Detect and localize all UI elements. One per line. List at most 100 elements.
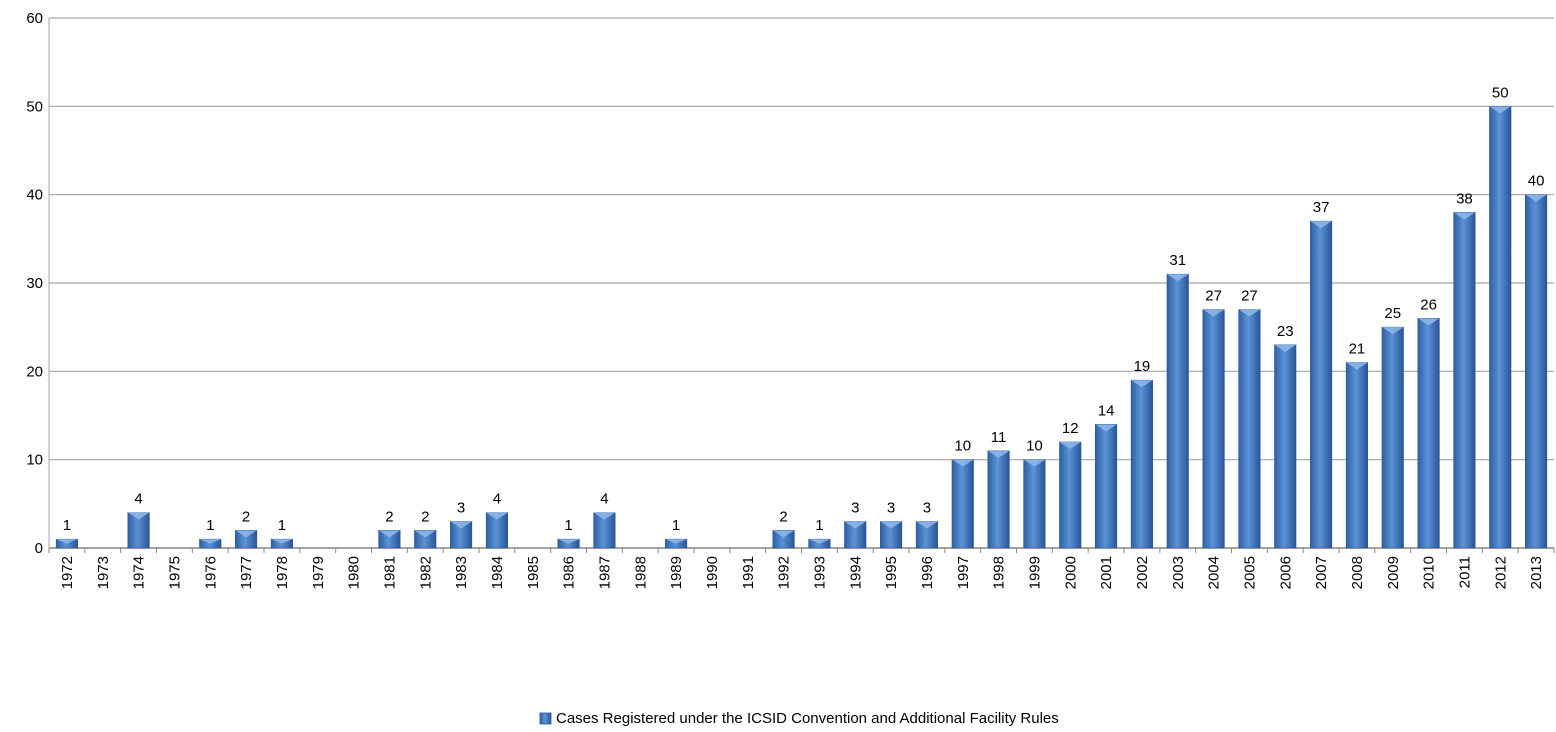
bar-bevel [486, 512, 508, 520]
data-label: 3 [923, 500, 931, 517]
bar-bevel [1310, 221, 1332, 229]
bar-body [1202, 309, 1225, 549]
bar [1417, 318, 1440, 549]
legend: Cases Registered under the ICSID Convent… [539, 710, 1059, 727]
bar-body [1345, 362, 1368, 549]
bar-bevel [414, 530, 436, 538]
bar [772, 530, 795, 549]
x-tick-label: 1982 [417, 556, 434, 589]
x-tick-label: 1996 [919, 556, 936, 589]
bar-bevel [1489, 106, 1511, 114]
bar-body [1166, 273, 1189, 549]
bar-bevel [1274, 344, 1296, 352]
bar-body [1381, 326, 1404, 549]
bar-bevel [1525, 194, 1547, 202]
x-tick-label: 2002 [1134, 556, 1151, 589]
x-tick-label: 1997 [955, 556, 972, 589]
bar [1202, 309, 1225, 549]
x-tick-label: 2009 [1385, 556, 1402, 589]
bar-bevel [1453, 212, 1476, 220]
data-label: 27 [1241, 288, 1258, 305]
bar-body [1095, 424, 1118, 549]
bar-bevel [1202, 309, 1225, 317]
y-tick-label: 60 [26, 10, 43, 27]
bar-body [987, 450, 1010, 549]
x-tick-label: 1994 [847, 556, 864, 589]
data-label: 1 [672, 517, 680, 534]
bar-bevel [1131, 380, 1153, 388]
x-tick-label: 1986 [561, 556, 578, 589]
x-tick-label: 2004 [1206, 556, 1223, 589]
bar-bevel [952, 459, 974, 467]
x-tick-label: 1979 [310, 556, 327, 589]
bar-body [1525, 194, 1548, 549]
bar [270, 538, 293, 549]
data-label: 25 [1384, 305, 1401, 322]
y-axis-ticks: 0 10 20 30 40 50 60 [26, 10, 43, 557]
bar-bevel [1417, 318, 1440, 326]
bar-bevel [199, 539, 221, 544]
x-tick-label: 2011 [1456, 556, 1473, 588]
data-label: 31 [1169, 252, 1186, 269]
bar [1166, 273, 1189, 549]
data-label: 1 [206, 517, 214, 534]
data-label: 3 [457, 500, 465, 517]
data-label: 23 [1277, 323, 1294, 340]
data-label: 19 [1134, 358, 1151, 375]
data-label: 11 [991, 429, 1007, 446]
data-label: 10 [1026, 438, 1043, 455]
bar [1310, 220, 1333, 549]
data-label: 12 [1062, 420, 1079, 437]
x-tick-label: 1980 [346, 556, 363, 589]
x-tick-label: 1991 [740, 556, 757, 589]
data-label: 1 [815, 517, 823, 534]
bar [1453, 212, 1476, 549]
bar-body [1453, 212, 1476, 549]
x-tick-label: 1998 [991, 556, 1008, 589]
bar [1095, 424, 1118, 549]
bar-body [1310, 220, 1333, 549]
bar [127, 512, 150, 549]
bar [665, 538, 688, 549]
bar [55, 538, 78, 549]
bar-body [1238, 309, 1261, 549]
data-label: 10 [954, 438, 971, 455]
bar-body [951, 459, 974, 549]
data-label: 40 [1528, 173, 1545, 190]
bar [1274, 344, 1297, 549]
bar-bevel [127, 512, 150, 520]
x-tick-label: 1974 [131, 556, 148, 589]
x-tick-label: 1985 [525, 556, 542, 589]
y-tick-label: 30 [26, 275, 43, 292]
x-tick-label: 1988 [632, 556, 649, 589]
bar [915, 521, 938, 549]
bar-bevel [1095, 424, 1117, 432]
bar [593, 512, 616, 549]
x-tick-label: 1972 [59, 556, 76, 589]
bar-bevel [235, 530, 257, 538]
bar-body [1274, 344, 1297, 549]
data-label: 1 [278, 517, 286, 534]
data-label: 4 [493, 491, 501, 508]
bar [1381, 326, 1404, 549]
bar [844, 521, 867, 549]
bar [1345, 362, 1368, 549]
x-tick-label: 2006 [1277, 556, 1294, 589]
bar [1489, 106, 1512, 549]
bar-bevel [844, 521, 866, 529]
data-label: 3 [887, 500, 895, 517]
data-label: 21 [1349, 341, 1366, 358]
x-tick-label: 1984 [489, 556, 506, 589]
bar-bevel [665, 539, 687, 544]
data-label: 2 [385, 508, 393, 525]
bar-bevel [557, 539, 580, 544]
y-tick-label: 50 [26, 98, 43, 115]
x-tick-label: 1983 [453, 556, 470, 589]
bar-bevel [1382, 327, 1404, 335]
data-label: 1 [564, 517, 572, 534]
x-axis-ticks: 1972 1973 1974 1975 1976 1977 1978 1979 1980 1981… [48, 548, 1555, 589]
bar [1525, 194, 1548, 549]
